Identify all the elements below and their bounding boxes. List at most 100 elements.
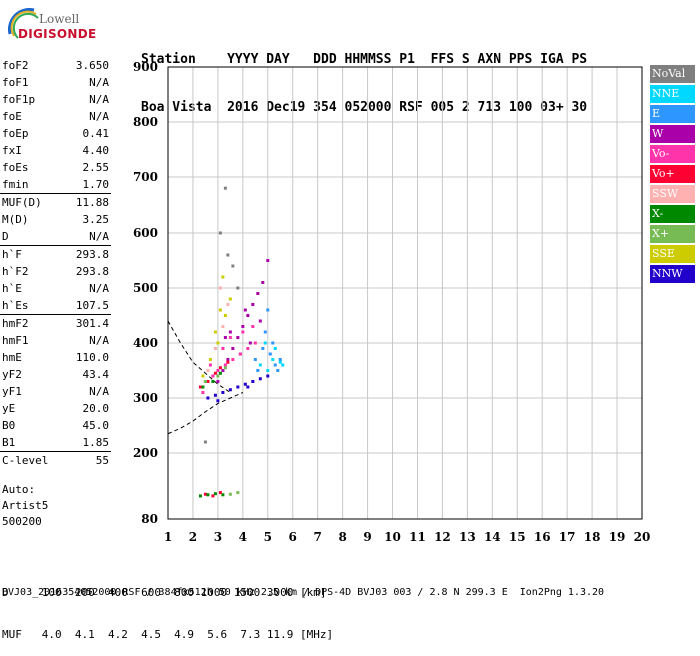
param-value: N/A (89, 76, 109, 89)
x-tick-label: 14 (484, 530, 501, 544)
param-value: 11.88 (75, 196, 109, 209)
source-info: BVJ03_2016354052000.RSF / 384fx512h 50 k… (2, 587, 605, 598)
param-value: 2.55 (82, 161, 110, 174)
param-row: foF2 3.650 (2, 57, 109, 74)
param-value: 3.25 (82, 213, 110, 226)
data-point (251, 325, 255, 328)
data-point (226, 358, 230, 361)
data-point (206, 493, 210, 497)
data-point (223, 363, 227, 367)
data-point (263, 330, 267, 334)
x-tick-label: 1 (164, 530, 172, 544)
data-point (211, 494, 215, 498)
x-tick-label: 18 (584, 530, 601, 544)
param-value: 55 (95, 454, 109, 467)
x-tick-label: 12 (434, 530, 451, 544)
data-point (256, 369, 260, 372)
param-value: 20.0 (82, 402, 110, 415)
param-row: B1 1.85 (2, 434, 109, 451)
data-point (223, 336, 227, 339)
legend-item: Vo+ (650, 165, 695, 183)
data-point (261, 281, 265, 284)
data-point (206, 380, 210, 383)
data-point (206, 369, 210, 372)
param-row: foF1 N/A (2, 74, 109, 91)
data-point (228, 492, 232, 496)
param-name: yE (2, 402, 16, 415)
y-tick-label: 600 (133, 226, 158, 240)
data-point (243, 382, 247, 386)
data-point (243, 308, 247, 312)
data-point (268, 352, 272, 356)
data-point (236, 336, 240, 339)
data-point (278, 358, 282, 361)
data-point (213, 330, 217, 334)
data-point (228, 297, 232, 301)
data-point (258, 319, 262, 323)
x-tick-label: 20 (634, 530, 650, 544)
x-tick-label: 9 (363, 530, 371, 544)
param-row: h`F2 293.8 (2, 263, 109, 280)
data-point (203, 492, 207, 496)
param-row: MUF(D) 11.88 (2, 194, 109, 211)
data-point (211, 374, 215, 378)
legend-item: Vo- (650, 145, 695, 163)
data-point (221, 347, 225, 350)
data-point (236, 385, 240, 389)
header-labels: Station YYYY DAY DDD HHMMSS P1 FFS S AXN… (141, 52, 588, 67)
x-tick-label: 4 (239, 530, 247, 544)
param-value: 45.0 (82, 419, 110, 432)
muf-table: D 100 200 400 600 800 1000 1500 3000 [km… (2, 558, 333, 656)
legend-item: SSE (650, 245, 695, 263)
param-row: hmF2 301.4 (2, 315, 109, 332)
data-point (236, 286, 240, 290)
param-row: yF2 43.4 (2, 366, 109, 383)
data-point (221, 493, 225, 497)
data-point (251, 303, 255, 306)
y-tick-label: 700 (133, 170, 158, 184)
data-point (226, 360, 230, 364)
data-point (231, 264, 235, 268)
data-point (228, 336, 232, 339)
param-value: 301.4 (75, 317, 109, 330)
data-point (218, 491, 222, 495)
param-separator (0, 245, 111, 246)
param-name: hmE (2, 351, 22, 364)
lowell-digisonde-logo: Lowell DIGISONDE (4, 4, 96, 41)
param-name: foF1p (2, 93, 36, 106)
parameter-table: foF2 3.650 foF1 N/A foF1p N/A foE N/A foEp 0.41 fx… (0, 57, 111, 469)
plot-frame (167, 66, 643, 520)
data-point (221, 325, 225, 328)
legend-item: W (650, 125, 695, 143)
param-row: h`F 293.8 (2, 246, 109, 263)
data-point (221, 275, 225, 279)
autoscaling-info: Auto: Artist5 500200 (2, 482, 48, 530)
data-point (213, 393, 217, 397)
param-row: foE N/A (2, 108, 109, 125)
data-point (273, 347, 277, 350)
param-value: N/A (89, 334, 109, 347)
param-name: foF2 (2, 59, 29, 72)
param-value: N/A (89, 282, 109, 295)
x-tick-label: 10 (384, 530, 401, 544)
param-value: 293.8 (75, 248, 109, 261)
legend-item: NoVal (650, 65, 695, 83)
data-point (216, 369, 220, 372)
y-tick-label: 500 (133, 281, 158, 295)
data-point (273, 363, 277, 367)
x-tick-label: 17 (559, 530, 576, 544)
param-name: fmin (2, 178, 29, 191)
station-header: Station YYYY DAY DDD HHMMSS P1 FFS S AXN… (141, 20, 587, 132)
data-point (206, 396, 210, 400)
data-point (246, 385, 250, 389)
data-point (218, 371, 222, 375)
data-point (246, 347, 250, 350)
logo-arc-icon (8, 8, 39, 39)
data-point (221, 369, 225, 372)
x-tick-label: 3 (214, 530, 222, 544)
y-tick-label: 800 (133, 115, 158, 129)
param-row: hmF1 N/A (2, 332, 109, 349)
x-tick-label: 6 (289, 530, 297, 544)
param-value: N/A (89, 110, 109, 123)
data-point (221, 391, 225, 394)
